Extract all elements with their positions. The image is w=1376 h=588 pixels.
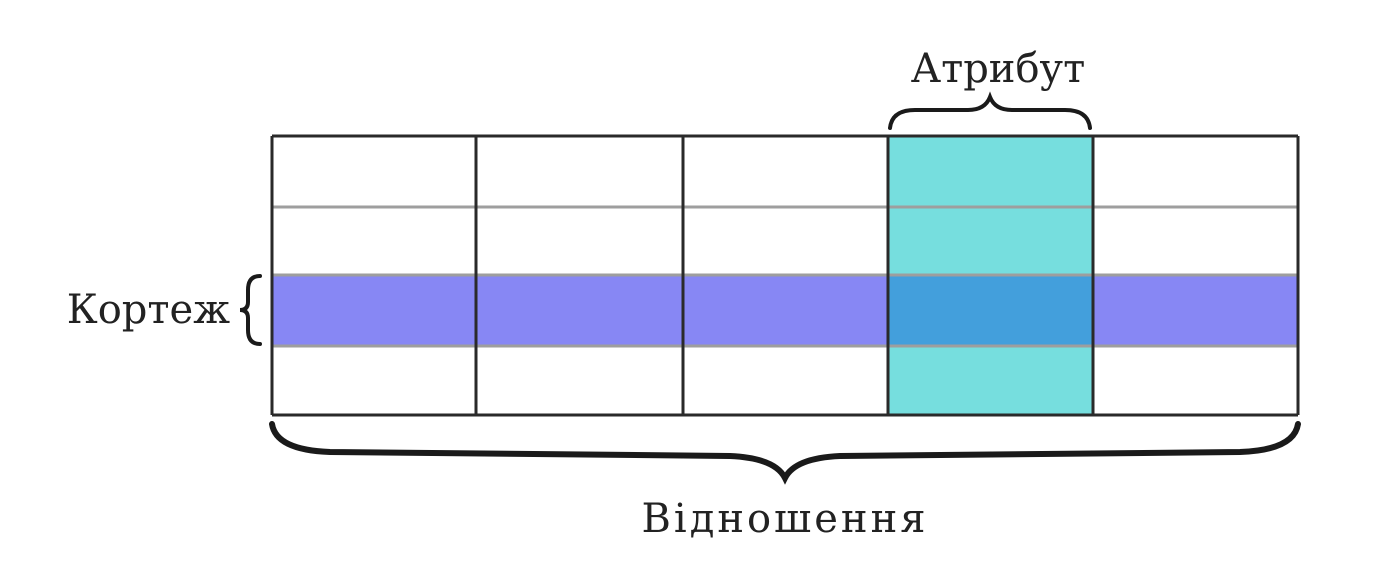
attribute-label: Атрибут — [911, 46, 1085, 92]
relation-label: Відношення — [642, 496, 929, 542]
attribute-brace — [888, 91, 1092, 130]
horizontal-grid-lines — [272, 134, 1298, 417]
overlap-cell — [888, 275, 1093, 346]
tuple-row-highlight — [272, 275, 1298, 346]
vertical-grid-lines — [270, 136, 1300, 415]
relation-brace — [269, 421, 1301, 485]
tuple-label: Кортеж — [67, 287, 230, 333]
tuple-brace — [239, 274, 262, 346]
